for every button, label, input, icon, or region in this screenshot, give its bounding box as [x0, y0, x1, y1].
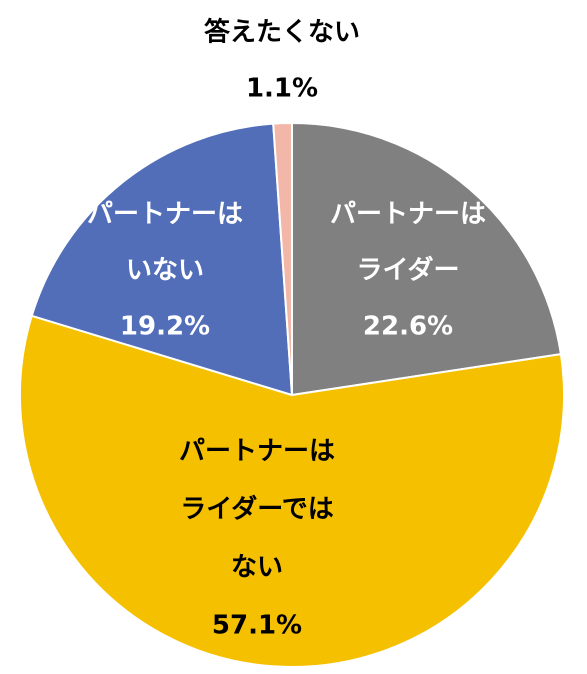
- slice-label-3-line-0: 答えたくない: [204, 17, 360, 48]
- slice-value-label-1: 57.1%: [212, 611, 302, 641]
- pie-slices: [18, 121, 565, 668]
- pie-slice-0: [291, 121, 563, 397]
- slice-label-1-line-1: ライダーでは: [180, 494, 333, 525]
- slice-label-group-3: 答えたくない 1.1%: [204, 17, 360, 104]
- slice-value-label-3: 1.1%: [246, 74, 318, 104]
- pie-labels: パートナーはライダー22.6%パートナーはライダーではない57.1%パートナーは…: [87, 17, 486, 641]
- pie-slice-1: [18, 314, 565, 668]
- slice-label-1-line-2: ない: [231, 553, 283, 583]
- slice-label-2-line-1: いない: [126, 256, 204, 286]
- slice-value-label-0: 22.6%: [363, 312, 453, 342]
- slice-label-0-line-1: ライダー: [357, 255, 460, 286]
- slice-label-0-line-0: パートナーは: [330, 200, 486, 230]
- slice-value-label-2: 19.2%: [120, 312, 210, 342]
- slice-label-1-line-0: パートナーは: [179, 437, 335, 467]
- pie-slice-3: [272, 121, 293, 396]
- pie-slice-2: [30, 122, 294, 397]
- slice-label-2-line-0: パートナーは: [87, 200, 243, 230]
